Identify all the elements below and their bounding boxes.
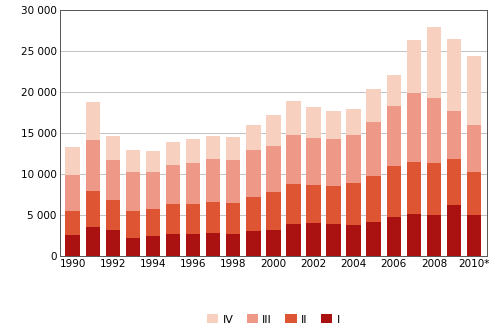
Bar [387,166,401,217]
Bar [105,160,120,200]
Bar [327,186,341,224]
Bar [366,89,381,122]
Bar [467,56,481,125]
Bar [166,234,180,256]
Bar [126,150,140,172]
Bar [447,159,461,205]
Bar [206,159,220,202]
Bar [346,135,361,183]
Bar [286,135,301,184]
Bar [346,183,361,225]
Bar [306,184,321,223]
Bar [186,163,200,204]
Bar [306,138,321,184]
Legend: IV, III, II, I: IV, III, II, I [203,310,344,328]
Bar [166,204,180,234]
Bar [206,202,220,233]
Bar [387,75,401,106]
Bar [246,125,260,150]
Bar [346,225,361,256]
Bar [226,234,241,256]
Bar [206,233,220,256]
Bar [426,163,441,215]
Bar [246,150,260,197]
Bar [407,162,421,214]
Bar [286,101,301,135]
Bar [327,224,341,256]
Bar [66,147,80,175]
Bar [85,227,100,256]
Bar [126,172,140,211]
Bar [246,197,260,231]
Bar [327,139,341,186]
Bar [186,234,200,256]
Bar [166,165,180,204]
Bar [126,238,140,256]
Bar [226,203,241,234]
Bar [266,115,281,146]
Bar [387,217,401,256]
Bar [105,200,120,230]
Bar [327,111,341,139]
Bar [66,175,80,211]
Bar [105,230,120,256]
Bar [447,39,461,111]
Bar [85,140,100,191]
Bar [146,172,160,209]
Bar [146,209,160,236]
Bar [186,204,200,234]
Bar [426,215,441,256]
Bar [366,122,381,176]
Bar [105,136,120,160]
Bar [426,27,441,98]
Bar [66,235,80,256]
Bar [126,211,140,238]
Bar [387,106,401,166]
Bar [206,136,220,159]
Bar [467,215,481,256]
Bar [266,146,281,192]
Bar [366,222,381,256]
Bar [186,138,200,163]
Bar [286,224,301,256]
Bar [66,211,80,235]
Bar [286,184,301,224]
Bar [226,137,241,160]
Bar [85,102,100,140]
Bar [407,93,421,162]
Bar [407,214,421,256]
Bar [246,231,260,256]
Bar [346,109,361,135]
Bar [146,151,160,172]
Bar [85,191,100,227]
Bar [447,111,461,159]
Bar [306,223,321,256]
Bar [467,172,481,215]
Bar [407,40,421,93]
Bar [447,205,461,256]
Bar [366,176,381,222]
Bar [426,98,441,163]
Bar [266,230,281,256]
Bar [467,126,481,172]
Bar [166,142,180,165]
Bar [146,236,160,256]
Bar [226,160,241,203]
Bar [266,192,281,230]
Bar [306,108,321,138]
